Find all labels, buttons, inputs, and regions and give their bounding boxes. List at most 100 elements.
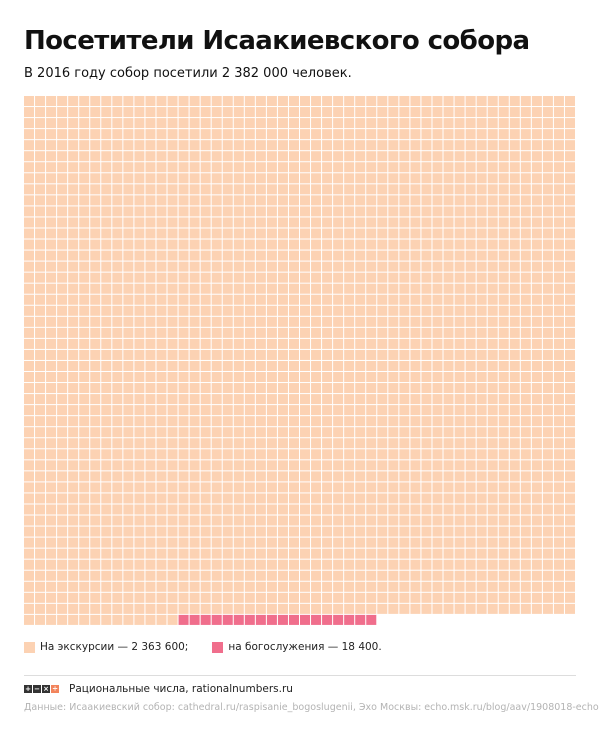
waffle-cell-excursions xyxy=(277,504,288,515)
waffle-cell-excursions xyxy=(465,372,476,383)
waffle-cell-excursions xyxy=(90,493,101,504)
waffle-cell-excursions xyxy=(277,96,288,107)
waffle-cell-excursions xyxy=(244,372,255,383)
waffle-cell-excursions xyxy=(531,581,542,592)
waffle-cell-excursions xyxy=(355,592,366,603)
waffle-cell-excursions xyxy=(498,184,509,195)
waffle-cell-excursions xyxy=(90,228,101,239)
waffle-cell-excursions xyxy=(322,427,333,438)
waffle-cell-excursions xyxy=(443,294,454,305)
waffle-cell-excursions xyxy=(200,603,211,614)
waffle-cell-excursions xyxy=(255,316,266,327)
waffle-cell-excursions xyxy=(145,449,156,460)
waffle-cell-excursions xyxy=(255,427,266,438)
waffle-cell-excursions xyxy=(156,294,167,305)
waffle-cell-excursions xyxy=(222,283,233,294)
waffle-cell-excursions xyxy=(255,471,266,482)
waffle-cell-excursions xyxy=(46,338,57,349)
waffle-cell-excursions xyxy=(156,184,167,195)
waffle-cell-excursions xyxy=(366,416,377,427)
waffle-cell-excursions xyxy=(509,250,520,261)
waffle-cell-excursions xyxy=(322,570,333,581)
waffle-cell-excursions xyxy=(509,305,520,316)
waffle-cell-excursions xyxy=(443,140,454,151)
waffle-cell-excursions xyxy=(123,206,134,217)
waffle-cell-excursions xyxy=(167,372,178,383)
waffle-cell-excursions xyxy=(244,96,255,107)
waffle-cell-excursions xyxy=(498,129,509,140)
waffle-cell-excursions xyxy=(134,151,145,162)
waffle-cell-excursions xyxy=(410,206,421,217)
waffle-cell-excursions xyxy=(266,360,277,371)
waffle-cell-excursions xyxy=(542,316,553,327)
waffle-cell-excursions xyxy=(300,504,311,515)
waffle-cell-excursions xyxy=(344,162,355,173)
waffle-cell-excursions xyxy=(399,250,410,261)
waffle-cell-excursions xyxy=(211,493,222,504)
waffle-cell-excursions xyxy=(388,338,399,349)
waffle-cell-excursions xyxy=(178,129,189,140)
waffle-cell-excursions xyxy=(465,217,476,228)
waffle-cell-excursions xyxy=(520,449,531,460)
waffle-cell-excursions xyxy=(564,383,575,394)
waffle-cell-excursions xyxy=(200,449,211,460)
waffle-cell-excursions xyxy=(344,272,355,283)
waffle-cell-excursions xyxy=(355,581,366,592)
waffle-cell-excursions xyxy=(277,129,288,140)
waffle-cell-excursions xyxy=(465,394,476,405)
waffle-cell-excursions xyxy=(443,305,454,316)
waffle-cell-excursions xyxy=(266,416,277,427)
waffle-cell-excursions xyxy=(322,162,333,173)
waffle-cell-excursions xyxy=(178,327,189,338)
waffle-cell-excursions xyxy=(476,537,487,548)
waffle-cell-excursions xyxy=(35,305,46,316)
waffle-cell-excursions xyxy=(222,394,233,405)
waffle-cell-excursions xyxy=(46,140,57,151)
waffle-cell-excursions xyxy=(377,261,388,272)
waffle-cell-excursions xyxy=(487,394,498,405)
waffle-cell-excursions xyxy=(189,184,200,195)
waffle-cell-excursions xyxy=(509,438,520,449)
waffle-cell-excursions xyxy=(377,228,388,239)
waffle-cell-excursions xyxy=(333,570,344,581)
waffle-cell-excursions xyxy=(145,316,156,327)
waffle-cell-excursions xyxy=(101,537,112,548)
waffle-cell-excursions xyxy=(355,294,366,305)
waffle-cell-excursions xyxy=(333,405,344,416)
waffle-cell-excursions xyxy=(68,537,79,548)
waffle-cell-excursions xyxy=(421,338,432,349)
waffle-cell-excursions xyxy=(123,239,134,250)
waffle-cell-excursions xyxy=(189,140,200,151)
waffle-cell-excursions xyxy=(288,305,299,316)
waffle-cell-excursions xyxy=(101,305,112,316)
waffle-cell-excursions xyxy=(432,327,443,338)
waffle-cell-excursions xyxy=(564,140,575,151)
waffle-cell-excursions xyxy=(255,206,266,217)
waffle-cell-excursions xyxy=(57,537,68,548)
waffle-cell-excursions xyxy=(322,372,333,383)
waffle-cell-excursions xyxy=(57,570,68,581)
waffle-cell-excursions xyxy=(344,129,355,140)
waffle-cell-excursions xyxy=(233,427,244,438)
waffle-cell-excursions xyxy=(101,294,112,305)
waffle-cell-excursions xyxy=(68,107,79,118)
footer-brand-text[interactable]: Рациональные числа, rationalnumbers.ru xyxy=(69,683,293,695)
waffle-cell-excursions xyxy=(311,360,322,371)
waffle-cell-excursions xyxy=(355,96,366,107)
waffle-cell-excursions xyxy=(112,372,123,383)
legend-swatch-excursions xyxy=(24,641,35,653)
waffle-cell-excursions xyxy=(564,316,575,327)
waffle-cell-excursions xyxy=(564,96,575,107)
waffle-cell-excursions xyxy=(24,184,35,195)
waffle-cell-excursions xyxy=(68,471,79,482)
waffle-cell-excursions xyxy=(200,162,211,173)
waffle-cell-excursions xyxy=(366,195,377,206)
waffle-cell-excursions xyxy=(487,239,498,250)
waffle-cell-excursions xyxy=(57,394,68,405)
waffle-cell-excursions xyxy=(498,272,509,283)
waffle-cell-excursions xyxy=(443,592,454,603)
waffle-cell-excursions xyxy=(233,460,244,471)
waffle-cell-excursions xyxy=(244,360,255,371)
waffle-cell-excursions xyxy=(24,327,35,338)
waffle-cell-excursions xyxy=(366,162,377,173)
